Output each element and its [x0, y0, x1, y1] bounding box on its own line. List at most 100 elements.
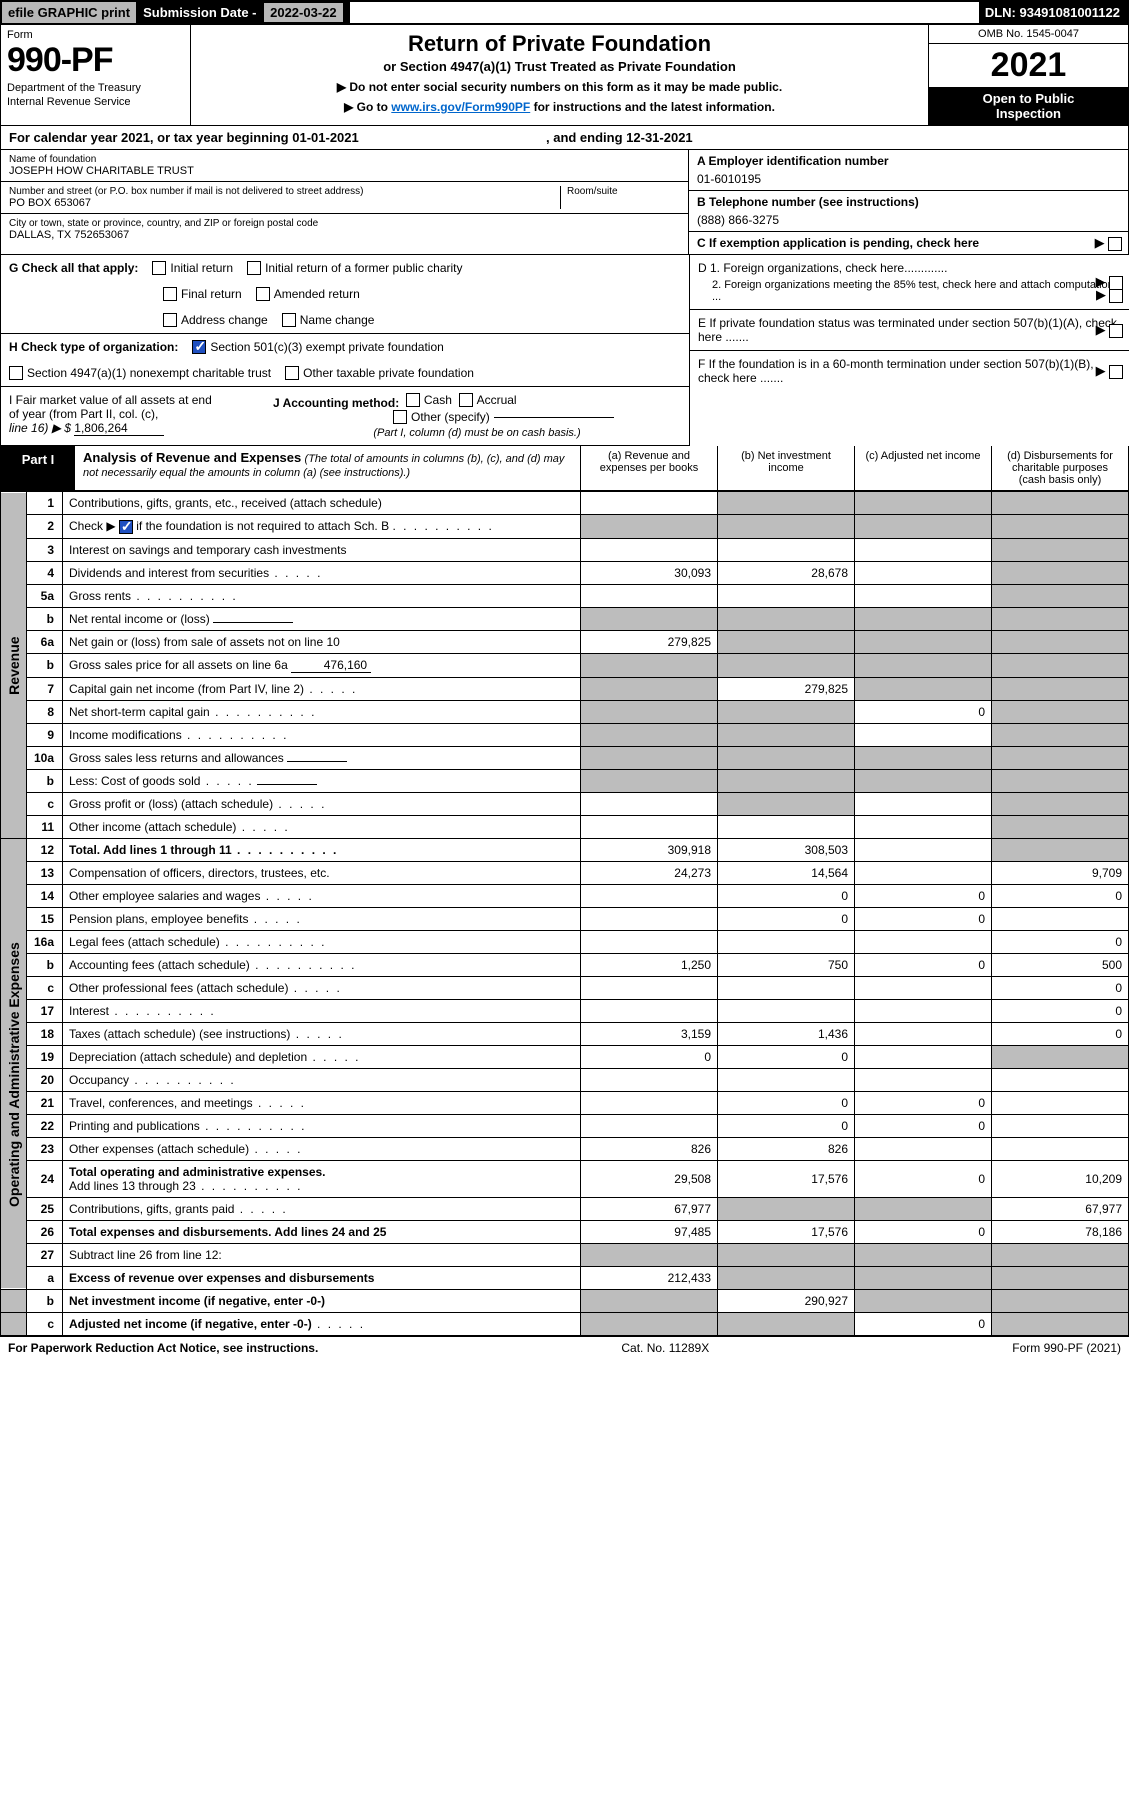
c-label: C If exemption application is pending, c…: [697, 236, 979, 250]
tax-year-begin: 01-01-2021: [292, 130, 359, 145]
col-c-header: (c) Adjusted net income: [854, 446, 991, 490]
h-501c3-checkbox[interactable]: [192, 340, 206, 354]
fmv-value: 1,806,264: [74, 421, 164, 436]
f-label: F If the foundation is in a 60-month ter…: [698, 357, 1094, 385]
row-19: 19Depreciation (attach schedule) and dep…: [1, 1045, 1129, 1068]
g-label: G Check all that apply:: [9, 261, 138, 275]
calendar-year-row: For calendar year 2021, or tax year begi…: [0, 126, 1129, 150]
j-accrual-checkbox[interactable]: [459, 393, 473, 407]
g-amended-checkbox[interactable]: [256, 287, 270, 301]
row-20: 20Occupancy: [1, 1068, 1129, 1091]
foundation-name: JOSEPH HOW CHARITABLE TRUST: [9, 165, 680, 177]
form-word: Form: [7, 29, 184, 41]
dept-irs: Internal Revenue Service: [7, 96, 184, 108]
city-label: City or town, state or province, country…: [9, 218, 680, 229]
j-other-checkbox[interactable]: [393, 410, 407, 424]
d2-label: 2. Foreign organizations meeting the 85%…: [712, 279, 1114, 303]
omb-number: OMB No. 1545-0047: [929, 25, 1128, 44]
h-opt-other: Other taxable private foundation: [303, 366, 474, 380]
f-checkbox[interactable]: [1109, 365, 1123, 379]
part1-col-headers: (a) Revenue and expenses per books (b) N…: [580, 446, 1128, 490]
phone-label: B Telephone number (see instructions): [697, 195, 919, 209]
ein-label: A Employer identification number: [697, 154, 889, 168]
g-opt-initial: Initial return: [170, 261, 233, 275]
name-label: Name of foundation: [9, 154, 680, 165]
row-14: 14Other employee salaries and wages 000: [1, 884, 1129, 907]
form-title-block: Return of Private Foundation or Section …: [191, 25, 928, 125]
j-cash-checkbox[interactable]: [406, 393, 420, 407]
h-other-checkbox[interactable]: [285, 366, 299, 380]
goto-post: for instructions and the latest informat…: [530, 100, 775, 114]
row-16c: cOther professional fees (attach schedul…: [1, 976, 1129, 999]
paperwork-notice: For Paperwork Reduction Act Notice, see …: [8, 1341, 318, 1355]
goto-pre: ▶ Go to: [344, 100, 391, 114]
row-6a: 6aNet gain or (loss) from sale of assets…: [1, 630, 1129, 653]
submission-label: Submission Date - 2022-03-22: [137, 2, 350, 23]
d2-checkbox[interactable]: [1109, 289, 1123, 303]
form-ref: Form 990-PF (2021): [1012, 1341, 1121, 1355]
g-opt-amended: Amended return: [274, 287, 360, 301]
address-value: PO BOX 653067: [9, 197, 560, 209]
ghi-def-block: G Check all that apply: Initial return I…: [0, 255, 1129, 446]
e-checkbox[interactable]: [1109, 324, 1123, 338]
ein-value: 01-6010195: [697, 172, 761, 186]
part1-title-block: Analysis of Revenue and Expenses (The to…: [75, 446, 580, 490]
row-25: 25Contributions, gifts, grants paid 67,9…: [1, 1197, 1129, 1220]
schb-checkbox[interactable]: [119, 520, 133, 534]
ein-cell: A Employer identification number 01-6010…: [689, 150, 1128, 191]
row-10c: cGross profit or (loss) (attach schedule…: [1, 792, 1129, 815]
g-final-checkbox[interactable]: [163, 287, 177, 301]
part1-title: Analysis of Revenue and Expenses: [83, 450, 301, 465]
submission-date: 2022-03-22: [264, 3, 343, 22]
address-cell: Number and street (or P.O. box number if…: [1, 182, 688, 214]
d1-cell: D 1. Foreign organizations, check here..…: [690, 255, 1129, 310]
row-g: G Check all that apply: Initial return I…: [0, 255, 689, 334]
row-8: 8Net short-term capital gain 0: [1, 700, 1129, 723]
g-opt-name: Name change: [300, 313, 375, 327]
row-24: 24Total operating and administrative exp…: [1, 1160, 1129, 1197]
row-2: 2 Check ▶ if the foundation is not requi…: [1, 515, 1129, 539]
j-other-label: Other (specify): [411, 410, 490, 424]
instructions-link[interactable]: www.irs.gov/Form990PF: [391, 100, 530, 114]
g-address-checkbox[interactable]: [163, 313, 177, 327]
row-27a: aExcess of revenue over expenses and dis…: [1, 1266, 1129, 1289]
form-id-block: Form 990-PF Department of the Treasury I…: [1, 25, 191, 125]
g-initial-former-checkbox[interactable]: [247, 261, 261, 275]
row-16a: 16aLegal fees (attach schedule) 0: [1, 930, 1129, 953]
row-13: Operating and Administrative Expenses 13…: [1, 861, 1129, 884]
row-12: 12Total. Add lines 1 through 11 309,9183…: [1, 838, 1129, 861]
row-18: 18Taxes (attach schedule) (see instructi…: [1, 1022, 1129, 1045]
e-label: E If private foundation status was termi…: [698, 316, 1117, 344]
row-27c: cAdjusted net income (if negative, enter…: [1, 1312, 1129, 1335]
form-subtitle: or Section 4947(a)(1) Trust Treated as P…: [201, 59, 918, 74]
efile-print[interactable]: efile GRAPHIC print: [2, 2, 137, 23]
row-7: 7Capital gain net income (from Part IV, …: [1, 677, 1129, 700]
open-inspection: Open to PublicInspection: [929, 87, 1128, 125]
entity-right: A Employer identification number 01-6010…: [688, 150, 1128, 254]
tax-year: 2021: [929, 44, 1128, 87]
city-cell: City or town, state or province, country…: [1, 214, 688, 245]
ssn-note: ▶ Do not enter social security numbers o…: [201, 80, 918, 94]
row-23: 23Other expenses (attach schedule) 82682…: [1, 1137, 1129, 1160]
row-1: Revenue 1 Contributions, gifts, grants, …: [1, 492, 1129, 515]
g-name-checkbox[interactable]: [282, 313, 296, 327]
topbar: efile GRAPHIC print Submission Date - 20…: [0, 0, 1129, 25]
row-5a: 5aGross rents: [1, 584, 1129, 607]
dept-treasury: Department of the Treasury: [7, 82, 184, 94]
row-21: 21Travel, conferences, and meetings 00: [1, 1091, 1129, 1114]
j-note: (Part I, column (d) must be on cash basi…: [273, 427, 681, 439]
c-checkbox[interactable]: [1108, 237, 1122, 251]
part1-table: Revenue 1 Contributions, gifts, grants, …: [0, 491, 1129, 1336]
part1-header: Part I Analysis of Revenue and Expenses …: [0, 446, 1129, 491]
row-10a: 10aGross sales less returns and allowanc…: [1, 746, 1129, 769]
row-6b: bGross sales price for all assets on lin…: [1, 653, 1129, 677]
g-opt-address: Address change: [181, 313, 268, 327]
form-title: Return of Private Foundation: [201, 31, 918, 57]
form-header: Form 990-PF Department of the Treasury I…: [0, 25, 1129, 126]
g-initial-return-checkbox[interactable]: [152, 261, 166, 275]
g-opt-initial-former: Initial return of a former public charit…: [265, 261, 462, 275]
row-9: 9Income modifications: [1, 723, 1129, 746]
entity-block: Name of foundation JOSEPH HOW CHARITABLE…: [0, 150, 1129, 255]
h-4947-checkbox[interactable]: [9, 366, 23, 380]
row-4: 4Dividends and interest from securities …: [1, 561, 1129, 584]
